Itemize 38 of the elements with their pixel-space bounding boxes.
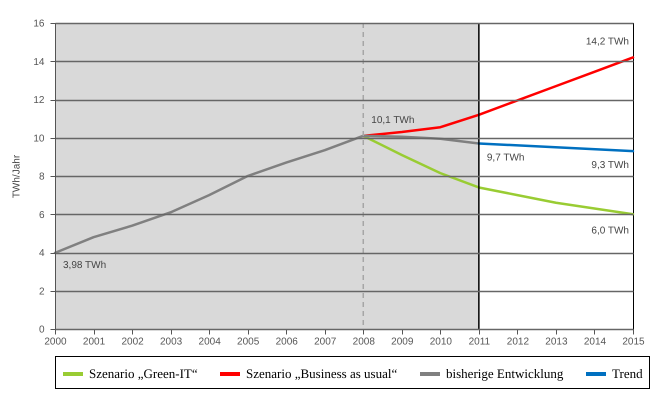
annotation: 6,0 TWh bbox=[591, 225, 629, 236]
annotation: 9,3 TWh bbox=[591, 160, 629, 172]
x-tick-label: 2012 bbox=[506, 336, 530, 348]
x-tick-label: 2001 bbox=[82, 336, 106, 348]
y-tick-label: 10 bbox=[33, 133, 45, 144]
legend-label: Szenario „Green-IT“ bbox=[89, 366, 198, 381]
x-tick-label: 2003 bbox=[160, 336, 183, 348]
y-axis-title: TWh/Jahr bbox=[11, 154, 22, 198]
x-tick-label: 2013 bbox=[545, 336, 568, 348]
y-tick-label: 2 bbox=[38, 286, 45, 298]
x-tick-label: 2005 bbox=[237, 336, 260, 348]
x-tick-label: 2000 bbox=[44, 336, 68, 348]
y-tick-label: 16 bbox=[33, 18, 45, 30]
annotation: 3,98 TWh bbox=[63, 260, 106, 271]
y-tick-label: 14 bbox=[33, 56, 45, 68]
y-tick-label: 4 bbox=[38, 248, 45, 259]
y-tick-label: 12 bbox=[33, 95, 45, 106]
x-tick-label: 2008 bbox=[352, 336, 376, 348]
legend-label: bisherige Entwicklung bbox=[446, 366, 564, 381]
x-tick-label: 2014 bbox=[584, 336, 607, 348]
line-series bbox=[362, 134, 634, 216]
x-tick-label: 2009 bbox=[391, 336, 414, 348]
x-tick-label: 2010 bbox=[430, 336, 452, 348]
annotation: 9,7 TWh bbox=[486, 152, 524, 164]
x-tick-label: 2015 bbox=[622, 336, 646, 348]
y-tick-label: 0 bbox=[38, 324, 45, 336]
annotation: 10,1 TWh bbox=[371, 114, 414, 126]
annotation: 14,2 TWh bbox=[586, 36, 629, 48]
legend-label: Trend bbox=[612, 366, 644, 381]
legend-label: Szenario „Business as usual“ bbox=[246, 366, 398, 381]
x-tick-label: 2002 bbox=[121, 336, 144, 348]
y-tick-label: 6 bbox=[38, 210, 45, 221]
x-tick-label: 2004 bbox=[198, 336, 222, 348]
x-tick-label: 2007 bbox=[314, 336, 337, 348]
y-tick-label: 8 bbox=[38, 172, 45, 182]
x-tick-label: 2006 bbox=[276, 336, 298, 348]
line-series bbox=[54, 134, 480, 254]
x-tick-label: 2011 bbox=[468, 336, 491, 348]
